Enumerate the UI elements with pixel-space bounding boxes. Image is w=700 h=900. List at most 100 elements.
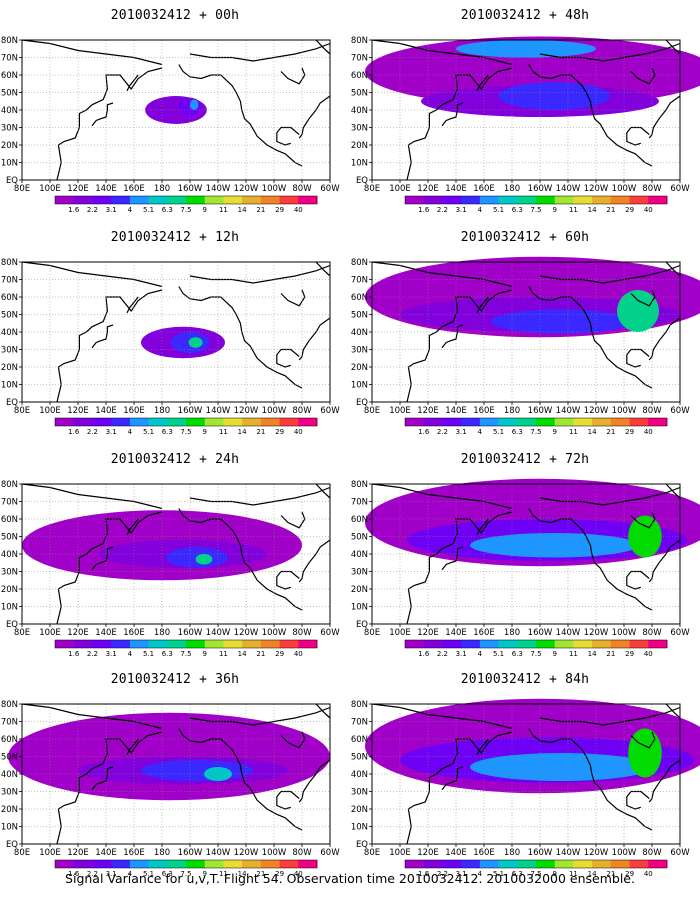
colorbar-label: 6.3 — [512, 206, 523, 214]
colorbar-label: 9 — [552, 428, 556, 436]
coastline — [406, 67, 513, 181]
lon-tick-label: 160W — [528, 406, 553, 416]
lat-tick-label: 30N — [1, 788, 18, 798]
colorbar-swatch — [186, 640, 206, 648]
lat-tick-label: 50N — [1, 89, 18, 99]
coastline — [189, 42, 331, 62]
lat-tick-label: 20N — [1, 363, 18, 373]
colorbar-label: 7.5 — [530, 870, 541, 878]
colorbar-swatch — [517, 640, 537, 648]
colorbar-swatch — [479, 860, 499, 868]
colorbar-swatch — [298, 196, 318, 204]
lat-tick-label: 30N — [1, 124, 18, 134]
lat-tick-label: 40N — [1, 550, 18, 560]
map-panel-00h: 2010032412 + 00h 80E 100E 120E 140E 160E 180 1… — [0, 0, 350, 222]
coastline — [665, 483, 681, 499]
lat-tick-label: 50N — [1, 753, 18, 763]
lon-tick-label: 120W — [234, 628, 259, 638]
lon-tick-label: 60W — [670, 406, 690, 416]
coastline — [648, 95, 681, 139]
colorbar-swatch — [204, 640, 224, 648]
coastline — [280, 289, 306, 307]
colorbar-swatch — [592, 418, 612, 426]
colorbar-label: 11 — [569, 870, 578, 878]
map-svg: 80E 100E 120E 140E 160E 180 160W 140W 120W 100W 80… — [351, 478, 700, 658]
coastline — [276, 126, 300, 146]
colorbar-swatch — [223, 860, 243, 868]
colorbar-label: 2.2 — [437, 206, 448, 214]
lat-tick-label: 20N — [1, 585, 18, 595]
colorbar-swatch — [629, 640, 649, 648]
colorbar-swatch — [55, 418, 75, 426]
lon-tick-label: 140E — [445, 628, 467, 638]
coastline — [476, 74, 489, 92]
lon-tick-label: 120W — [584, 184, 609, 194]
lon-tick-label: 60W — [670, 628, 690, 638]
lon-tick-label: 60W — [670, 848, 690, 858]
coastline — [276, 348, 300, 368]
lon-tick-label: 100E — [39, 848, 61, 858]
lon-tick-label: 160W — [528, 848, 553, 858]
colorbar-label: 1.6 — [68, 870, 80, 878]
colorbar-label: 9 — [552, 870, 556, 878]
colorbar-label: 21 — [256, 870, 265, 878]
colorbar-swatch — [554, 418, 574, 426]
lat-tick-label: EQ — [6, 176, 18, 186]
colorbar-swatch — [242, 640, 262, 648]
lon-tick-label: 160E — [473, 628, 495, 638]
lat-tick-label: 20N — [1, 805, 18, 815]
colorbar-swatch — [536, 640, 556, 648]
colorbar-label: 29 — [275, 650, 284, 658]
colorbar-label: 1.6 — [418, 650, 430, 658]
lat-tick-label: 80N — [351, 36, 368, 46]
colorbar-label: 14 — [238, 206, 247, 214]
colorbar-label: 3.1 — [456, 428, 467, 436]
lat-tick-label: 20N — [351, 363, 368, 373]
colorbar-label: 4 — [478, 206, 483, 214]
coastline — [298, 317, 331, 361]
colorbar-label: 21 — [606, 428, 615, 436]
map-panel-60h: 2010032412 + 60h 80E 100E 120E 140E 160E 180 1… — [350, 222, 700, 444]
colorbar-label: 7.5 — [180, 650, 191, 658]
colorbar-label: 7.5 — [180, 870, 191, 878]
coastline — [648, 539, 681, 583]
lat-tick-label: 20N — [351, 141, 368, 151]
coastline — [178, 728, 303, 831]
colorbar-swatch — [223, 196, 243, 204]
colorbar-swatch — [573, 640, 593, 648]
coastline — [126, 74, 139, 92]
colorbar-swatch — [461, 196, 481, 204]
lat-tick-label: EQ — [6, 840, 18, 850]
lon-tick-label: 120W — [584, 628, 609, 638]
colorbar-label: 29 — [625, 428, 634, 436]
lon-tick-label: 180 — [504, 848, 520, 858]
colorbar-label: 29 — [275, 870, 284, 878]
coastline — [91, 546, 114, 571]
colorbar-label: 11 — [219, 650, 228, 658]
colorbar-swatch — [92, 196, 112, 204]
coastline — [91, 324, 114, 349]
colorbar-label: 14 — [238, 650, 247, 658]
lat-tick-label: 50N — [351, 89, 368, 99]
colorbar-label: 2.2 — [87, 650, 98, 658]
colorbar-swatch — [111, 418, 131, 426]
lon-tick-label: 60W — [320, 848, 340, 858]
colorbar-label: 14 — [588, 428, 597, 436]
signal-variance-region — [491, 309, 631, 334]
lon-tick-label: 100W — [262, 184, 287, 194]
colorbar-swatch — [242, 418, 262, 426]
colorbar-label: 1.6 — [68, 650, 80, 658]
colorbar-label: 29 — [275, 428, 284, 436]
lon-tick-label: 160W — [528, 628, 553, 638]
colorbar-swatch — [498, 640, 518, 648]
lat-tick-label: 10N — [1, 823, 18, 833]
lon-tick-label: 100W — [262, 406, 287, 416]
colorbar-label: 1.6 — [68, 206, 80, 214]
map-svg: 80E 100E 120E 140E 160E 180 160W 140W 120W 100W 80… — [351, 256, 700, 436]
colorbar-swatch — [92, 640, 112, 648]
colorbar-label: 11 — [219, 428, 228, 436]
colorbar-swatch — [461, 860, 481, 868]
colorbar-swatch — [498, 196, 518, 204]
colorbar-swatch — [573, 418, 593, 426]
